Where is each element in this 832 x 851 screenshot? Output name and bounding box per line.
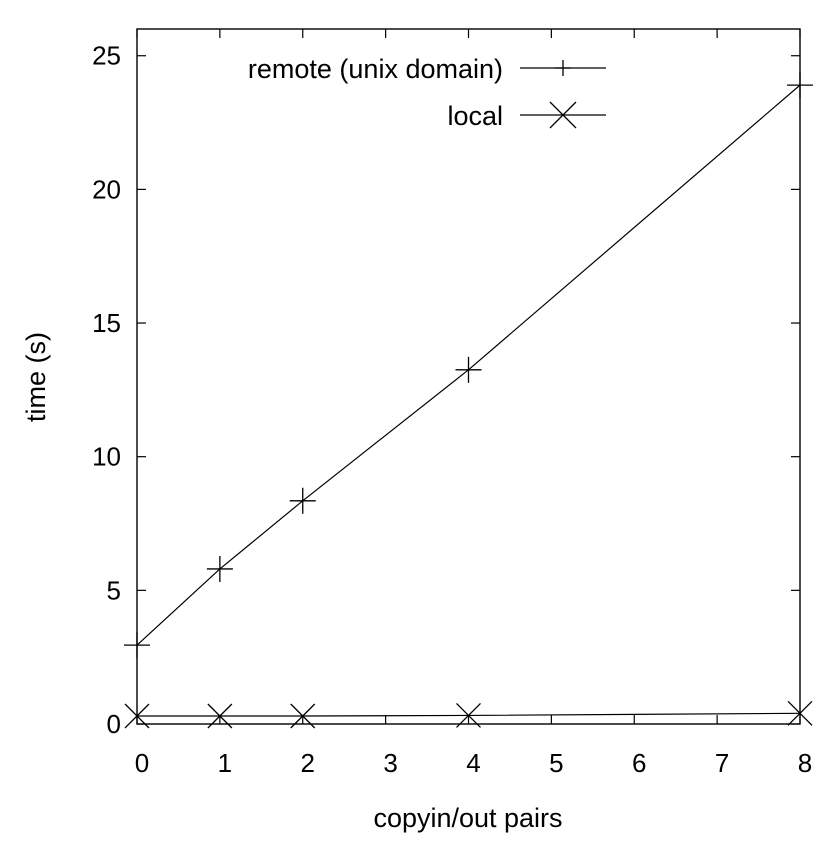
cross-marker <box>549 101 577 129</box>
y-tick-label: 5 <box>107 575 121 605</box>
series-local <box>124 700 813 729</box>
legend-label: local <box>447 101 503 131</box>
plus-marker <box>455 356 482 383</box>
plus-marker <box>206 555 233 582</box>
x-tick-label: 2 <box>301 748 315 778</box>
x-tick-label: 3 <box>383 748 397 778</box>
x-axis-label: copyin/out pairs <box>373 803 562 833</box>
x-tick-label: 4 <box>466 748 480 778</box>
cross-marker <box>207 703 233 729</box>
x-tick-label: 6 <box>632 748 646 778</box>
x-tick-label: 8 <box>798 748 812 778</box>
x-tick-label: 5 <box>549 748 563 778</box>
y-tick-label: 0 <box>107 709 121 739</box>
legend-item: local <box>447 101 606 131</box>
plus-marker <box>555 60 571 76</box>
cross-marker <box>290 703 316 729</box>
cross-marker <box>124 703 150 729</box>
cross-marker <box>787 700 813 726</box>
y-tick-label: 20 <box>92 174 121 204</box>
cross-marker <box>456 702 481 728</box>
plus-marker <box>124 632 150 659</box>
series-layer <box>124 72 813 729</box>
axis-ticks: 0 1 2 3 4 5 6 7 8 0 5 10 15 20 25 <box>92 29 812 778</box>
legend-label: remote (unix domain) <box>248 54 503 84</box>
y-tick-label: 10 <box>92 442 121 472</box>
legend-item: remote (unix domain) <box>248 54 606 84</box>
x-tick-label: 7 <box>715 748 729 778</box>
legend: remote (unix domain) local <box>248 54 606 131</box>
series-remote <box>124 72 813 659</box>
plus-marker <box>787 72 813 99</box>
plus-marker <box>289 487 316 514</box>
x-tick-label: 1 <box>218 748 232 778</box>
y-tick-label: 25 <box>92 41 121 71</box>
y-axis-label: time (s) <box>21 332 51 422</box>
x-tick-label: 0 <box>135 748 149 778</box>
y-tick-label: 15 <box>92 308 121 338</box>
